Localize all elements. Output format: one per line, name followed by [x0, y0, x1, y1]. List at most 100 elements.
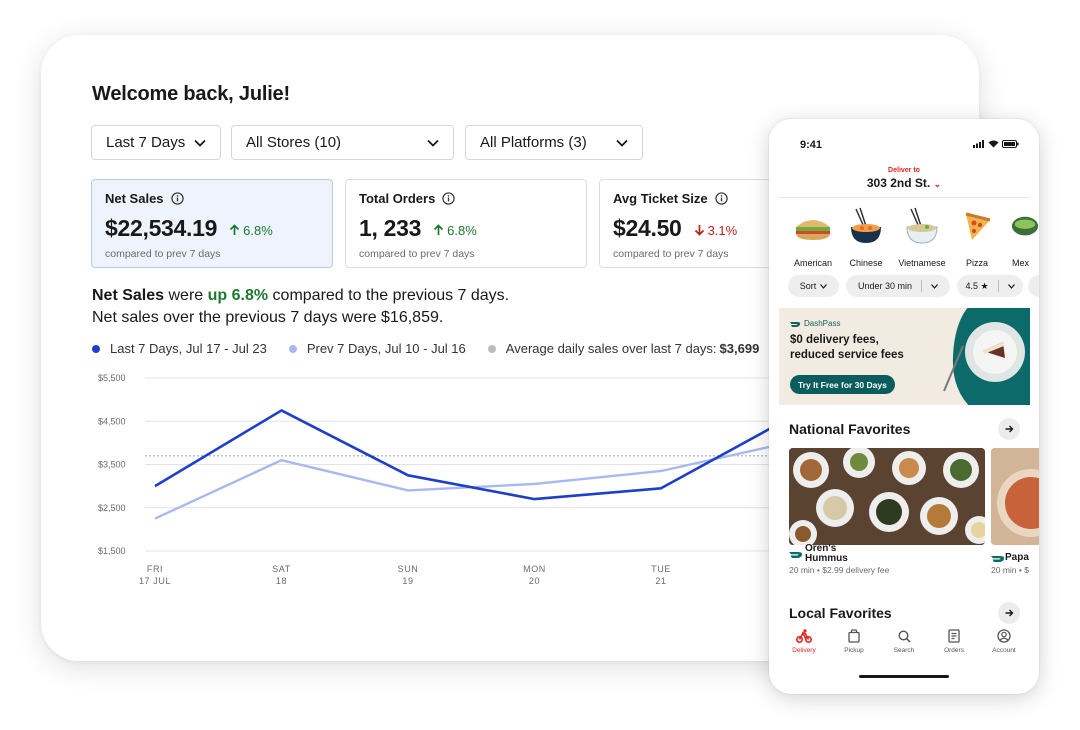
metric-subtext: compared to prev 7 days	[613, 248, 729, 260]
delivery-icon	[796, 629, 812, 643]
try-free-button[interactable]: Try It Free for 30 Days	[790, 375, 895, 394]
banner-line1: $0 delivery fees,	[790, 334, 879, 346]
category-label: American	[793, 258, 832, 268]
x-tick-date: 17 JUL	[139, 576, 171, 586]
summary-change: up 6.8%	[207, 287, 269, 304]
platforms-label: All Platforms (3)	[480, 134, 587, 151]
category-label: Pizza	[965, 258, 988, 268]
store-image-orens[interactable]	[789, 448, 985, 545]
dashpass-banner[interactable]: DashPass $0 delivery fees, reduced servi…	[779, 308, 1030, 405]
rating-filter-chip[interactable]: 4.5 ★	[957, 275, 1023, 297]
metric-delta: 3.1%	[694, 222, 738, 238]
arrow-up-icon	[230, 224, 240, 235]
stores-select[interactable]: All Stores (10)	[231, 125, 454, 160]
store-meta-orens: 20 min • $2.99 delivery fee	[789, 565, 890, 575]
status-icons	[973, 140, 1019, 148]
home-indicator	[859, 675, 949, 678]
metric-value: 1, 233	[359, 215, 422, 241]
tab-delivery[interactable]: Delivery	[782, 628, 826, 654]
category-vietnamese[interactable]: Vietnamese	[897, 207, 947, 268]
legend-item-average[interactable]: Average daily sales over last 7 days: $3…	[487, 341, 759, 356]
legend-item-last-7[interactable]: Last 7 Days, Jul 17 - Jul 23	[92, 341, 267, 356]
receipt-icon	[948, 629, 960, 643]
y-tick-label: $2,500	[98, 503, 126, 513]
info-icon[interactable]	[442, 192, 456, 205]
category-label: Vietnamese	[898, 258, 946, 268]
signal-icon	[973, 140, 984, 148]
sandwich-icon	[796, 220, 830, 240]
category-chinese[interactable]: Chinese	[841, 207, 891, 268]
x-tick-date: 20	[529, 576, 540, 586]
date-range-select[interactable]: Last 7 Days	[91, 125, 221, 160]
metric-value: $22,534.19	[105, 215, 218, 241]
store-name-orens[interactable]: Oren's Hummus	[805, 544, 848, 564]
metric-subtext: compared to prev 7 days	[359, 248, 475, 260]
summary-lead: Net Sales	[92, 287, 165, 304]
deliver-to-label: Deliver to	[888, 167, 920, 174]
metric-delta-value: 3.1%	[707, 222, 738, 238]
legend-dot	[487, 344, 496, 353]
legend-label: Average daily sales over last 7 days:	[505, 341, 717, 356]
noodle-bowl-icon	[851, 207, 881, 243]
time-filter-chip[interactable]: Under 30 min	[846, 275, 950, 297]
tab-label: Pickup	[844, 647, 864, 654]
summary-were: were	[164, 287, 208, 304]
x-tick-date: 19	[402, 576, 413, 586]
stores-label: All Stores (10)	[246, 134, 342, 151]
local-favorites-title: Local Favorites	[789, 605, 892, 621]
sort-chip[interactable]: Sort	[788, 275, 839, 297]
rating-filter-label: 4.5 ★	[965, 280, 989, 291]
metric-delta-value: 6.8%	[243, 222, 273, 238]
chevron-down-icon	[931, 283, 938, 289]
tab-orders[interactable]: Orders	[932, 628, 976, 654]
banner-teal-shape	[943, 308, 1030, 405]
tab-label: Account	[992, 647, 1016, 654]
dashpass-logo-icon	[789, 552, 803, 558]
salsa-bowl-icon	[1011, 216, 1039, 236]
tab-search[interactable]: Search	[882, 628, 926, 654]
status-time: 9:41	[800, 139, 823, 151]
address-selector[interactable]: 303 2nd St. ⌄	[769, 176, 1039, 190]
bag-icon	[848, 629, 860, 643]
category-pizza[interactable]: Pizza	[952, 207, 1002, 268]
national-favorites-arrow-button[interactable]	[998, 418, 1020, 440]
more-filter-chip[interactable]	[1028, 275, 1039, 297]
store-name-papa[interactable]: Papa	[1005, 552, 1029, 563]
info-icon[interactable]	[714, 192, 728, 205]
series-line	[154, 409, 789, 501]
metric-card-net-sales[interactable]: Net Sales $22,534.19 6.8% compared to pr…	[91, 179, 333, 268]
store-image-papa[interactable]	[991, 448, 1039, 545]
y-tick-label: $4,500	[98, 416, 126, 426]
info-icon[interactable]	[170, 192, 184, 205]
chevron-down-icon	[820, 283, 828, 289]
summary-rest: compared to the previous 7 days.	[268, 287, 510, 304]
chip-separator	[997, 280, 999, 292]
tab-account[interactable]: Account	[982, 628, 1026, 654]
chevron-down-icon: ⌄	[933, 179, 942, 189]
tab-pickup[interactable]: Pickup	[832, 628, 876, 654]
pizza-icon	[965, 212, 991, 240]
y-tick-label: $1,500	[98, 546, 126, 556]
legend-dot	[92, 344, 100, 353]
x-tick-day: TUE	[651, 564, 671, 574]
x-tick-date: 18	[276, 576, 287, 586]
mobile-app-phone: 9:41 Deliver to 303 2nd St. ⌄ American C…	[769, 119, 1039, 694]
arrow-right-icon	[1005, 425, 1013, 433]
category-label: Chinese	[849, 258, 883, 268]
search-icon	[897, 629, 911, 643]
platforms-select[interactable]: All Platforms (3)	[465, 125, 643, 160]
legend-item-prev-7[interactable]: Prev 7 Days, Jul 10 - Jul 16	[288, 341, 466, 356]
battery-icon	[1002, 140, 1019, 148]
bottom-tab-bar: Delivery Pickup Search Orders Account	[769, 628, 1039, 654]
x-tick-day: SAT	[272, 564, 291, 574]
metric-card-total-orders[interactable]: Total Orders 1, 233 6.8% compared to pre…	[345, 179, 587, 268]
metric-delta: 6.8%	[433, 223, 477, 238]
chevron-down-icon	[194, 139, 206, 147]
category-mexican[interactable]: Mex	[999, 207, 1039, 268]
food-photo	[991, 448, 1039, 545]
chevron-down-icon	[427, 139, 439, 147]
local-favorites-arrow-button[interactable]	[998, 602, 1020, 624]
x-tick-day: FRI	[147, 564, 163, 574]
tab-label: Search	[893, 647, 915, 654]
category-american[interactable]: American	[788, 207, 838, 268]
